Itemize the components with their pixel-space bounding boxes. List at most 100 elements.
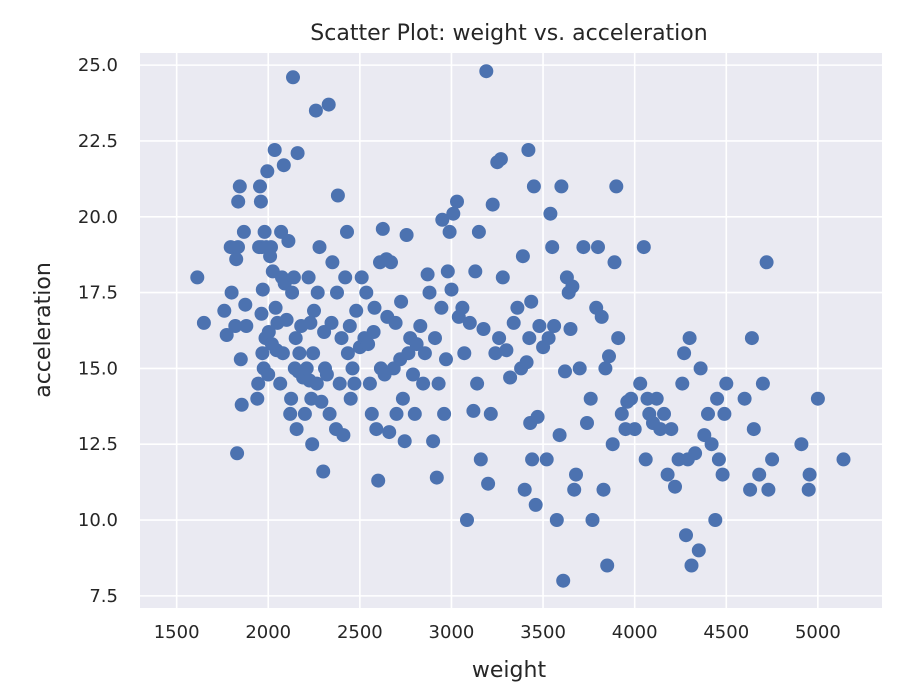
data-point [367,300,382,315]
data-point [338,270,353,285]
data-point [281,234,296,248]
data-point [802,467,817,482]
data-point [569,467,583,482]
data-point [510,300,525,315]
data-point [794,437,809,452]
data-point [526,179,541,194]
data-point [312,240,327,255]
data-point [552,428,567,443]
data-point [515,249,530,264]
x-tick-label: 1500 [154,622,200,643]
data-point [664,422,679,437]
x-tick-label: 3500 [520,622,566,643]
data-point [572,361,587,376]
data-point [440,264,455,279]
data-point [437,406,452,421]
data-point [744,331,759,346]
data-point [708,513,723,527]
data-point [503,370,518,385]
data-point [231,240,245,255]
data-point [605,437,620,452]
data-point [677,346,692,361]
data-point [276,158,291,173]
data-point [530,409,545,424]
data-point [409,337,424,352]
data-point [488,346,503,361]
data-point [314,394,329,409]
data-point [273,376,288,391]
data-point [485,197,500,212]
data-point [517,482,532,497]
y-tick-label: 25.0 [78,55,118,76]
data-point [524,294,539,309]
data-point [600,558,615,573]
data-point [416,376,431,391]
data-point [765,452,780,467]
x-tick-label: 3000 [429,622,475,643]
data-point [413,319,428,333]
data-point [342,319,357,333]
x-tick-label: 2500 [337,622,383,643]
data-point [255,282,270,297]
data-point [431,376,446,391]
data-point [752,467,767,482]
data-point [457,346,472,361]
data-point [426,434,441,449]
data-point [283,406,298,421]
data-point [660,467,675,482]
data-point [682,331,697,346]
data-point [759,255,774,270]
data-point [466,403,481,418]
y-tick-label: 17.5 [78,283,118,304]
x-axis-label: weight [472,658,547,683]
data-point [233,352,248,367]
y-tick-labels: 7.5 10.0 12.5 15.0 17.5 20.0 22.5 25.0 [78,55,118,607]
data-point [624,391,638,406]
data-point [539,452,554,467]
data-point [347,376,362,391]
data-point [361,337,376,352]
data-point [230,446,245,461]
data-point [547,319,562,333]
data-point [285,285,300,300]
data-point [691,543,706,558]
data-point [382,425,397,440]
data-point [525,452,540,467]
data-point [260,164,275,179]
data-point [704,437,719,452]
data-point [407,406,422,421]
data-point [462,315,477,330]
y-axis-label: acceleration [31,262,56,398]
data-point [394,294,409,309]
x-tick-labels: 1500 2000 2500 3000 3500 4000 4500 5000 [154,622,841,643]
data-point [286,70,300,85]
data-point [481,476,496,491]
data-point [239,319,254,333]
data-point [476,322,491,336]
data-point [224,285,239,300]
data-point [253,179,267,194]
data-point [649,391,664,406]
data-point [549,513,564,527]
data-point [397,434,412,449]
data-point [471,224,486,239]
data-point [388,315,403,330]
data-point [366,325,381,339]
data-point [284,391,299,406]
data-point [321,97,336,112]
data-point [554,179,569,194]
data-point [710,391,725,406]
data-point [268,300,283,315]
data-point [684,558,699,573]
data-point [420,267,435,282]
data-point [297,406,312,421]
data-point [308,103,323,118]
data-point [336,428,351,443]
y-tick-label: 12.5 [78,434,118,455]
data-point [303,315,318,330]
data-point [450,194,464,209]
data-point [755,376,770,391]
data-point [460,513,474,527]
data-point [399,228,414,242]
